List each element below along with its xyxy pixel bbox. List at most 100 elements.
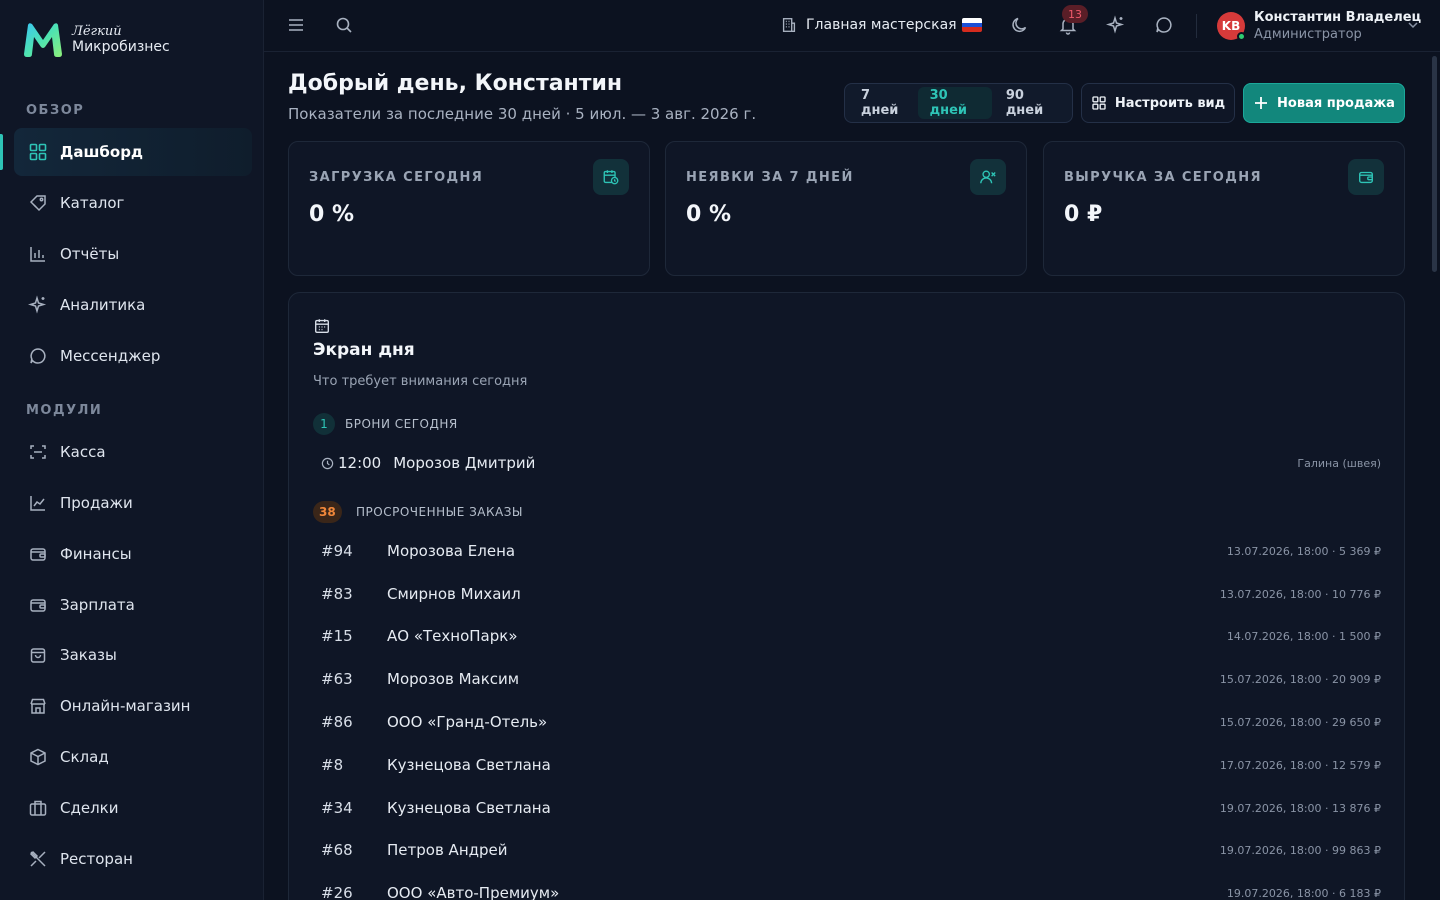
sidebar-item-label: Склад: [60, 748, 109, 766]
sidebar-item-cashier[interactable]: Касса: [14, 428, 252, 476]
bag-icon: [30, 648, 46, 663]
sidebar-item-label: Дашборд: [60, 143, 144, 161]
sidebar-item-sales[interactable]: Продажи: [14, 479, 252, 527]
period-90-days[interactable]: 90 дней: [1005, 88, 1044, 118]
page-scrollbar[interactable]: [1432, 56, 1437, 272]
sidebar-item-label: Финансы: [60, 545, 132, 563]
day-screen-subtitle: Что требует внимания сегодня: [313, 374, 528, 389]
sidebar-item-label: Заказы: [60, 646, 117, 664]
period-7-days[interactable]: 7 дней: [861, 88, 899, 118]
order-client: Смирнов Михаил: [387, 585, 521, 603]
scan-icon: [30, 445, 46, 459]
order-meta: 14.07.2026, 18:00 · 1 500 ₽: [1226, 629, 1381, 643]
order-number: #63: [321, 670, 353, 688]
search-icon[interactable]: [334, 15, 354, 35]
order-meta: 19.07.2026, 18:00 · 6 183 ₽: [1226, 886, 1381, 900]
chevron-down-icon[interactable]: [1406, 18, 1420, 32]
customize-view-label: Настроить вид: [1114, 95, 1226, 111]
table-row[interactable]: #15 АО «ТехноПарк» 14.07.2026, 18:00 · 1…: [313, 621, 1381, 651]
booking-row[interactable]: 12:00 Морозов Дмитрий Галина (швея): [313, 451, 1381, 475]
wallet-icon: [1348, 159, 1384, 195]
chart-line-icon: [30, 496, 45, 511]
page-subtitle: Показатели за последние 30 дней · 5 июл.…: [288, 105, 757, 123]
section-label-overview: ОБЗОР: [26, 103, 85, 118]
new-sale-label: Новая продажа: [1277, 95, 1395, 111]
order-number: #34: [321, 799, 353, 817]
order-number: #26: [321, 884, 353, 900]
table-row[interactable]: #63 Морозов Максим 15.07.2026, 18:00 · 2…: [313, 664, 1381, 694]
sidebar-item-deals[interactable]: Сделки: [14, 784, 252, 832]
sidebar-item-label: Каталог: [60, 194, 125, 212]
booking-time: 12:00: [338, 454, 382, 472]
sidebar-item-finance[interactable]: Финансы: [14, 530, 252, 578]
sidebar-item-reports[interactable]: Отчёты: [14, 230, 252, 278]
order-meta: 13.07.2026, 18:00 · 5 369 ₽: [1226, 544, 1381, 558]
user-role: Администратор: [1254, 27, 1362, 42]
catalog-icon: [29, 195, 46, 212]
moon-icon[interactable]: [1010, 15, 1030, 35]
order-number: #94: [321, 542, 353, 560]
order-number: #86: [321, 713, 353, 731]
sidebar-item-analytics[interactable]: Аналитика: [14, 281, 252, 329]
sidebar-item-restaurant[interactable]: Ресторан: [14, 835, 252, 883]
sidebar-item-label: Касса: [60, 443, 106, 461]
chat-icon: [30, 348, 46, 364]
booking-client: Морозов Дмитрий: [393, 454, 536, 472]
notifications-badge: 13: [1062, 5, 1088, 23]
order-number: #83: [321, 585, 353, 603]
kpi-label: ЗАГРУЗКА СЕГОДНЯ: [309, 170, 484, 185]
clock-icon: [321, 457, 334, 469]
table-row[interactable]: #26 ООО «Авто-Премиум» 19.07.2026, 18:00…: [313, 878, 1381, 900]
sparkle-icon[interactable]: [1106, 15, 1126, 35]
chat-icon[interactable]: [1154, 15, 1174, 35]
bookings-count-badge: 1: [313, 413, 335, 435]
new-sale-button[interactable]: Новая продажа: [1243, 83, 1405, 123]
building-icon: [782, 18, 796, 32]
brand-line1: Лёгкий: [72, 23, 122, 39]
plus-icon: [1255, 97, 1268, 109]
sidebar-item-online-store[interactable]: Онлайн-магазин: [14, 682, 252, 730]
user-name[interactable]: Константин Владелец: [1254, 10, 1422, 25]
kpi-card-revenue-today[interactable]: ВЫРУЧКА ЗА СЕГОДНЯ 0 ₽: [1043, 141, 1405, 276]
order-meta: 17.07.2026, 18:00 · 12 579 ₽: [1219, 758, 1381, 772]
booking-staff: Галина (швея): [1297, 456, 1381, 470]
period-30-days[interactable]: 30 дней: [917, 87, 992, 119]
sidebar-item-warehouse[interactable]: Склад: [14, 733, 252, 781]
order-meta: 13.07.2026, 18:00 · 10 776 ₽: [1219, 587, 1381, 601]
dashboard-icon: [29, 143, 47, 161]
workshop-selector[interactable]: Главная мастерская: [780, 16, 957, 34]
calendar-clock-icon: [593, 159, 629, 195]
sidebar-item-orders[interactable]: Заказы: [14, 631, 252, 679]
order-meta: 19.07.2026, 18:00 · 13 876 ₽: [1219, 801, 1381, 815]
table-row[interactable]: #68 Петров Андрей 19.07.2026, 18:00 · 99…: [313, 835, 1381, 865]
kpi-label: НЕЯВКИ ЗА 7 ДНЕЙ: [686, 170, 854, 185]
sidebar-item-salary[interactable]: Зарплата: [14, 581, 252, 629]
kpi-card-no-shows[interactable]: НЕЯВКИ ЗА 7 ДНЕЙ 0 %: [665, 141, 1027, 276]
sidebar-item-label: Онлайн-магазин: [60, 697, 191, 715]
customize-view-button[interactable]: Настроить вид: [1081, 83, 1235, 123]
utensils-icon: [29, 850, 46, 867]
user-x-icon: [970, 159, 1006, 195]
table-row[interactable]: #8 Кузнецова Светлана 17.07.2026, 18:00 …: [313, 750, 1381, 780]
sidebar-item-messenger[interactable]: Мессенджер: [14, 332, 252, 380]
overdue-group-label: ПРОСРОЧЕННЫЕ ЗАКАЗЫ: [356, 505, 524, 519]
language-flag-icon[interactable]: [962, 18, 982, 32]
online-status-dot: [1237, 32, 1246, 41]
sidebar-item-label: Отчёты: [60, 245, 120, 263]
table-row[interactable]: #94 Морозова Елена 13.07.2026, 18:00 · 5…: [313, 536, 1381, 566]
calendar-icon: [315, 319, 329, 333]
table-row[interactable]: #83 Смирнов Михаил 13.07.2026, 18:00 · 1…: [313, 579, 1381, 609]
overdue-count-badge: 38: [313, 501, 342, 523]
brand-logo[interactable]: Лёгкий Микробизнес: [20, 20, 170, 58]
sidebar-item-catalog[interactable]: Каталог: [14, 179, 252, 227]
order-client: ООО «Гранд-Отель»: [387, 713, 548, 731]
table-row[interactable]: #86 ООО «Гранд-Отель» 15.07.2026, 18:00 …: [313, 707, 1381, 737]
sidebar-item-dashboard[interactable]: Дашборд: [14, 128, 252, 176]
sidebar-item-label: Зарплата: [60, 596, 135, 614]
period-selector: 7 дней 30 дней 90 дней: [844, 83, 1073, 123]
avatar[interactable]: KB: [1217, 12, 1245, 40]
order-client: ООО «Авто-Премиум»: [387, 884, 560, 900]
menu-icon[interactable]: [286, 15, 306, 35]
kpi-card-load-today[interactable]: ЗАГРУЗКА СЕГОДНЯ 0 %: [288, 141, 650, 276]
table-row[interactable]: #34 Кузнецова Светлана 19.07.2026, 18:00…: [313, 793, 1381, 823]
